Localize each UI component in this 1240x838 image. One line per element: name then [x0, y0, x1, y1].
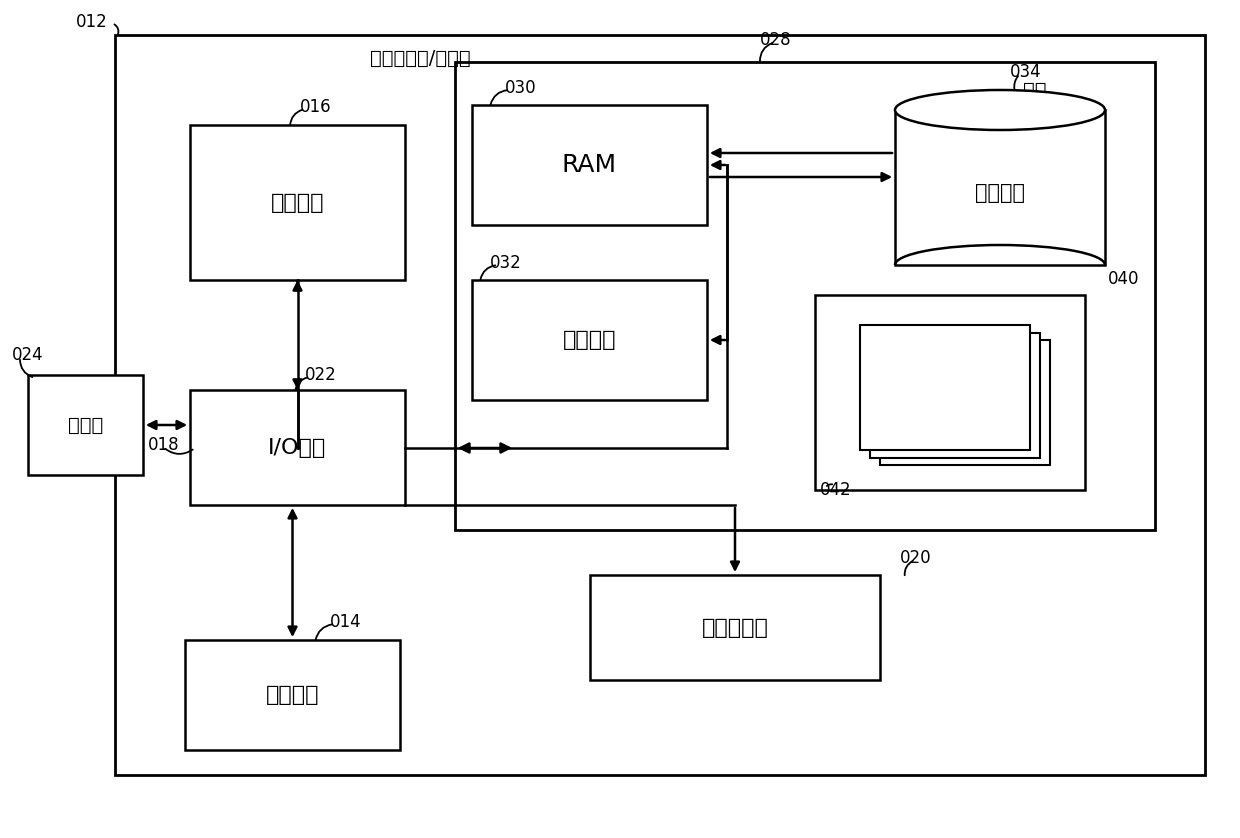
Text: 存储系统: 存储系统: [975, 183, 1025, 203]
Bar: [190, 125, 405, 280]
Text: 018: 018: [148, 436, 180, 454]
Text: 012: 012: [76, 13, 108, 31]
Text: 处理单元: 处理单元: [270, 193, 324, 213]
Text: 020: 020: [900, 549, 931, 567]
Text: 040: 040: [1109, 270, 1140, 288]
Bar: [590, 575, 880, 680]
Bar: [895, 110, 1105, 265]
Bar: [185, 640, 401, 750]
Text: 028: 028: [760, 31, 791, 49]
Bar: [472, 280, 707, 400]
Text: I/O接口: I/O接口: [268, 437, 326, 458]
Bar: [190, 390, 405, 505]
Text: 014: 014: [330, 613, 362, 631]
Text: 024: 024: [12, 346, 43, 364]
Bar: [880, 340, 1050, 465]
Bar: [861, 325, 1030, 450]
Bar: [29, 375, 143, 475]
Text: 网络适配器: 网络适配器: [702, 618, 769, 638]
Text: 022: 022: [305, 366, 337, 384]
Text: 外部设备: 外部设备: [265, 685, 319, 705]
Bar: [455, 62, 1154, 530]
Text: 内存: 内存: [1023, 80, 1047, 100]
Bar: [870, 333, 1040, 458]
Bar: [472, 105, 707, 225]
Bar: [115, 35, 1205, 775]
Text: 030: 030: [505, 79, 537, 97]
Bar: [815, 295, 1085, 490]
Text: RAM: RAM: [562, 153, 618, 177]
Ellipse shape: [895, 90, 1105, 130]
Text: 显示器: 显示器: [68, 416, 103, 434]
Text: 042: 042: [820, 481, 852, 499]
Text: 计算机系统/服务器: 计算机系统/服务器: [370, 49, 471, 68]
Text: 034: 034: [1011, 63, 1042, 81]
Text: 016: 016: [300, 98, 331, 116]
Text: 高速缓存: 高速缓存: [563, 330, 616, 350]
Text: 032: 032: [490, 254, 522, 272]
